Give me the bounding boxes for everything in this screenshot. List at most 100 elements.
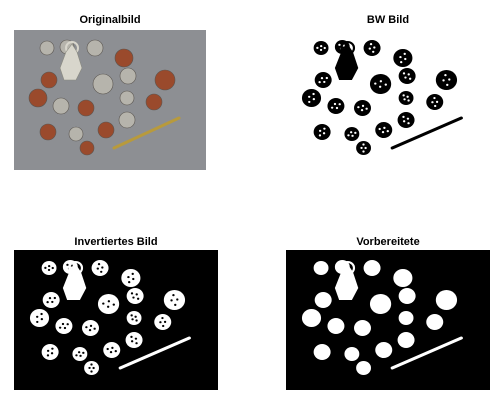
- bw-blob-12: [398, 91, 414, 105]
- coin-12: [119, 90, 135, 106]
- inverted-speck: [127, 275, 130, 279]
- bw-speck: [435, 100, 439, 103]
- bw-speck: [407, 73, 410, 76]
- inverted-speck: [66, 263, 69, 266]
- inverted-speck: [130, 335, 133, 338]
- bw-speck: [322, 132, 326, 135]
- bw-speck: [404, 57, 407, 61]
- coin-18: [79, 140, 95, 156]
- inverted-speck: [134, 337, 138, 340]
- inverted-speck: [101, 266, 104, 269]
- bw-speck: [369, 43, 373, 46]
- inverted-speck: [88, 366, 91, 370]
- bw-speck: [408, 77, 412, 80]
- bw-speck: [362, 150, 365, 153]
- bw-speck: [379, 80, 383, 83]
- inverted-speck: [135, 342, 138, 345]
- bw-speck: [372, 50, 375, 53]
- bw-speck: [383, 126, 386, 129]
- bw-speck: [323, 127, 326, 130]
- inverted-speck: [130, 314, 133, 317]
- bw-speck: [347, 134, 350, 137]
- inverted-speck: [90, 370, 93, 373]
- inverted-speck: [170, 299, 173, 302]
- inverted-blob-6: [97, 294, 120, 314]
- inverted-speck: [106, 347, 109, 351]
- bw-blob-18: [356, 141, 371, 155]
- prepared-blob-3: [363, 260, 381, 276]
- prepared-image: [286, 250, 490, 390]
- prepared-blob-7: [398, 288, 416, 304]
- inverted-speck: [77, 351, 81, 354]
- prepared-blob-15: [344, 347, 360, 361]
- bw-speck: [335, 106, 339, 110]
- inverted-blob-1: [41, 261, 57, 275]
- inverted-speck: [163, 320, 167, 323]
- inverted-blob-8: [163, 290, 186, 310]
- bw-speck: [308, 100, 311, 104]
- bw-speck: [320, 44, 323, 48]
- inverted-speck: [75, 354, 78, 357]
- coin-6: [92, 73, 114, 95]
- prepared-key: [334, 264, 359, 300]
- bw-speck: [318, 80, 321, 84]
- bw-speck: [404, 76, 407, 79]
- bw-speck: [384, 83, 387, 86]
- bw-speck: [338, 103, 341, 106]
- bw-speck: [338, 43, 341, 46]
- inverted-speck: [131, 272, 134, 275]
- inverted-speck: [106, 305, 110, 308]
- inverted-key: [62, 264, 87, 300]
- prepared-blob-16: [375, 342, 393, 358]
- inverted-speck: [176, 298, 179, 301]
- inverted-speck: [109, 350, 113, 354]
- bw-speck: [378, 85, 382, 88]
- inverted-speck: [128, 281, 131, 284]
- bw-speck: [399, 55, 402, 59]
- inverted-blob-16: [103, 342, 121, 358]
- prepared-blob-1: [313, 261, 329, 275]
- coin-16: [97, 121, 115, 139]
- original-image: [14, 30, 206, 170]
- bw-speck: [402, 115, 405, 118]
- inverted-speck: [130, 292, 134, 295]
- inverted-speck: [58, 326, 62, 329]
- bw-speck: [320, 77, 324, 80]
- bw-speck: [312, 98, 316, 101]
- bw-speck: [365, 107, 368, 110]
- inverted-speck: [82, 351, 85, 354]
- bw-speck: [325, 76, 329, 80]
- inverted-speck: [114, 350, 117, 353]
- inverted-image: [14, 250, 218, 390]
- bw-speck: [403, 98, 406, 101]
- inverted-speck: [88, 329, 92, 332]
- panel-title-prepared: Vorbereitete: [356, 236, 420, 248]
- bw-speck: [433, 96, 436, 100]
- bw-blob-1: [313, 41, 329, 55]
- inverted-speck: [40, 318, 44, 321]
- bw-pin: [390, 116, 463, 150]
- bw-speck: [349, 131, 353, 134]
- bw-speck: [381, 130, 385, 134]
- inverted-pin: [118, 336, 191, 370]
- inverted-speck: [102, 302, 105, 305]
- inverted-blob-5: [42, 292, 60, 308]
- inverted-speck: [46, 300, 49, 304]
- bw-blob-8: [435, 70, 458, 90]
- bw-speck: [318, 134, 322, 137]
- inverted-speck: [40, 312, 43, 316]
- bw-speck: [333, 102, 337, 106]
- inverted-speck: [46, 349, 50, 352]
- bw-speck: [446, 83, 449, 86]
- bw-blob-6: [369, 74, 392, 94]
- bw-blob-7: [398, 68, 416, 84]
- bw-speck: [318, 129, 322, 132]
- inverted-speck: [79, 354, 82, 357]
- bw-speck: [360, 109, 364, 112]
- prepared-blob-6: [369, 294, 392, 314]
- inverted-speck: [63, 326, 67, 330]
- bw-speck: [351, 134, 354, 137]
- inverted-speck: [51, 347, 54, 350]
- inverted-speck: [92, 366, 95, 370]
- inverted-speck: [136, 297, 140, 300]
